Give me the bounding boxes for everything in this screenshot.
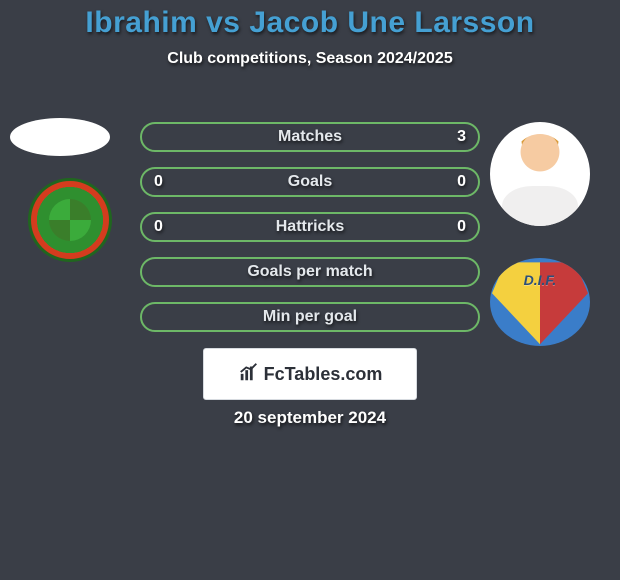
player-left-avatar xyxy=(10,118,110,156)
date-label: 20 september 2024 xyxy=(0,408,620,428)
stat-right-value: 0 xyxy=(457,169,466,195)
stat-label: Goals xyxy=(288,173,332,191)
stats-list: Matches 3 Goals 0 0 Hattricks 0 0 Goals per matc… xyxy=(140,122,480,347)
stat-label: Goals per match xyxy=(247,263,372,281)
page-title: Ibrahim vs Jacob Une Larsson xyxy=(0,0,620,40)
brand-card: FcTables.com xyxy=(203,348,417,400)
stat-right-value: 3 xyxy=(457,124,466,150)
stat-label: Hattricks xyxy=(276,218,344,236)
stat-row: Goals per match xyxy=(140,257,480,287)
title-text: Ibrahim vs Jacob Une Larsson xyxy=(85,6,534,39)
stat-left-value: 0 xyxy=(154,169,163,195)
stat-row: Goals 0 0 xyxy=(140,167,480,197)
stat-row: Matches 3 xyxy=(140,122,480,152)
stat-label: Matches xyxy=(278,128,342,146)
brand-text: FcTables.com xyxy=(264,364,383,385)
subtitle-text: Club competitions, Season 2024/2025 xyxy=(167,50,452,67)
club-right-badge xyxy=(490,258,590,346)
stat-right-value: 0 xyxy=(457,214,466,240)
subtitle: Club competitions, Season 2024/2025 xyxy=(0,50,620,68)
stat-left-value: 0 xyxy=(154,214,163,240)
player-right-avatar xyxy=(490,122,590,226)
date-text: 20 september 2024 xyxy=(234,408,386,427)
bars-icon xyxy=(238,361,260,388)
club-left-badge xyxy=(28,178,112,262)
stat-row: Hattricks 0 0 xyxy=(140,212,480,242)
stat-row: Min per goal xyxy=(140,302,480,332)
stat-label: Min per goal xyxy=(263,308,357,326)
